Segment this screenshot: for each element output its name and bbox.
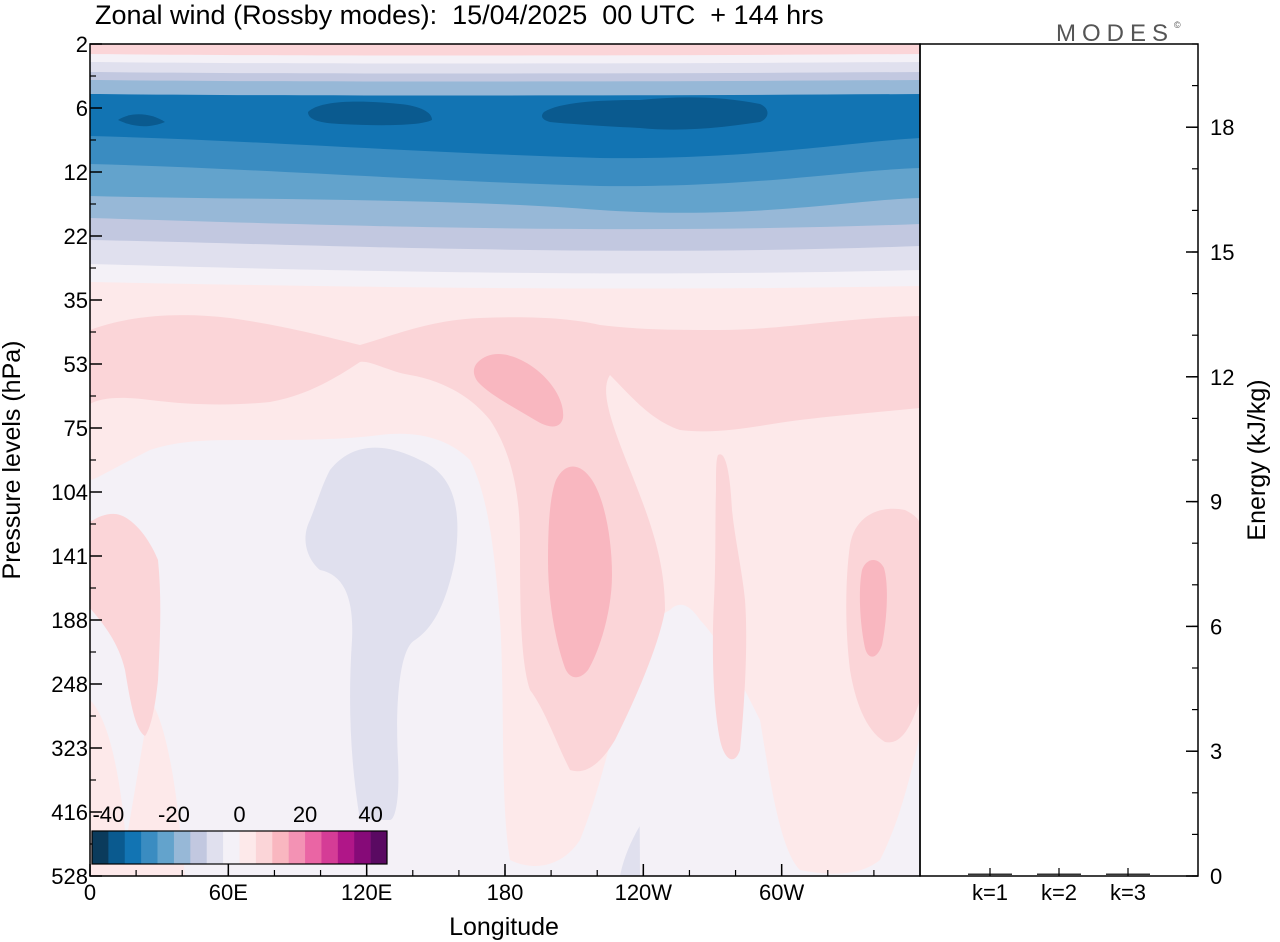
- pressure-tick-label: 6: [76, 96, 88, 121]
- colorbar-tick-label: 0: [233, 802, 245, 827]
- field-column-30w-core: [859, 559, 887, 657]
- energy-tick-label: 15: [1210, 240, 1234, 265]
- energy-bars: k=1 k=2 k=3: [968, 868, 1150, 905]
- colorbar-swatch: [92, 831, 109, 864]
- longitude-tick-label: 60E: [209, 880, 248, 905]
- pressure-axis: 2 6 12 22 35 53 75 104 141 188 248 323 416 528: [51, 32, 102, 889]
- colorbar-swatch: [321, 831, 339, 864]
- colorbar-tick-label: -20: [158, 802, 190, 827]
- pressure-tick-label: 248: [51, 672, 88, 697]
- field-band-lavender-top: [90, 60, 920, 74]
- logo-text: MODES: [1056, 20, 1175, 47]
- colorbar-swatch: [305, 831, 322, 864]
- longitude-tick-label: 120W: [615, 880, 673, 905]
- energy-category-label: k=2: [1041, 880, 1077, 905]
- energy-category-label: k=3: [1110, 880, 1146, 905]
- longitude-tick-label: 60W: [759, 880, 804, 905]
- energy-axis: 0 3 6 9 12 15 18: [1186, 43, 1234, 889]
- energy-tick-label: 9: [1210, 490, 1222, 515]
- energy-category-label: k=1: [972, 880, 1008, 905]
- modes-logo: MODES©: [1056, 20, 1181, 48]
- pressure-tick-label: 22: [64, 224, 88, 249]
- pressure-tick-label: 141: [51, 544, 88, 569]
- field-band-blue-faint-1: [90, 78, 920, 96]
- pressure-tick-label: 75: [64, 416, 88, 441]
- colorbar-swatch: [157, 831, 175, 864]
- pressure-tick-label: 323: [51, 736, 88, 761]
- colorbar-swatch: [255, 831, 273, 864]
- y-axis-title: Pressure levels (hPa): [0, 341, 26, 580]
- pressure-tick-label: 35: [64, 288, 88, 313]
- pressure-tick-label: 416: [51, 800, 88, 825]
- colorbar-swatch: [190, 831, 208, 864]
- zonal-wind-field: [90, 44, 920, 876]
- colorbar-swatch: [223, 831, 240, 864]
- field-column-85w: [712, 454, 747, 760]
- longitude-tick-label: 0: [84, 880, 96, 905]
- longitude-tick-label: 180: [487, 880, 524, 905]
- colorbar-tick-label: -40: [92, 802, 124, 827]
- longitude-tick-label: 120E: [341, 880, 392, 905]
- logo-mark: ©: [1174, 20, 1181, 30]
- colorbar-swatch: [337, 831, 355, 864]
- field-band-blue-10: [90, 194, 920, 230]
- colorbar-swatch: [272, 831, 289, 864]
- field-band-lavender: [90, 238, 920, 274]
- pressure-tick-label: 2: [76, 32, 88, 57]
- colorbar-swatch: [173, 831, 191, 864]
- colorbar-frame: [91, 830, 388, 865]
- energy-tick-label: 12: [1210, 365, 1234, 390]
- field-faint-100w: [639, 610, 700, 876]
- chart-title: Zonal wind (Rossby modes): 15/04/2025 00…: [95, 0, 824, 30]
- colorbar-swatch: [206, 831, 224, 864]
- field-band-blue-30-west: [118, 114, 165, 127]
- field-band-blue-20: [90, 134, 920, 187]
- colorbar-swatch: [370, 831, 388, 864]
- pressure-tick-label: 528: [51, 864, 88, 889]
- colorbar: -40 -20 0 20 40: [91, 802, 388, 865]
- energy-plot-frame: [919, 43, 1199, 877]
- colorbar-swatch: [124, 831, 142, 864]
- field-band-blue-30-central: [308, 101, 432, 126]
- field-band-pink-top: [90, 44, 920, 56]
- field-band-blue-15: [90, 162, 920, 213]
- energy-tick-label: 0: [1210, 864, 1222, 889]
- energy-tick-label: 18: [1210, 115, 1234, 140]
- pressure-tick-label: 188: [51, 608, 88, 633]
- colorbar-swatch: [108, 831, 126, 864]
- longitude-axis: 0 60E 120E 180 120W 60W: [84, 864, 875, 905]
- energy-tick-label: 3: [1210, 739, 1222, 764]
- pressure-tick-label: 104: [51, 480, 88, 505]
- pressure-tick-label: 12: [64, 160, 88, 185]
- field-column-160w: [548, 466, 612, 678]
- field-column-20e: [90, 513, 161, 736]
- colorbar-swatch: [288, 831, 306, 864]
- colorbar-swatch: [239, 831, 257, 864]
- field-band-5-10: [90, 315, 920, 772]
- colorbar-swatch: [141, 831, 158, 864]
- energy-axis-title: Energy (kJ/kg): [1243, 379, 1271, 540]
- field-blob-175w: [473, 354, 564, 427]
- pressure-tick-label: 53: [64, 352, 88, 377]
- x-axis-title: Longitude: [449, 913, 559, 941]
- energy-tick-label: 6: [1210, 614, 1222, 639]
- field-band-blue-30-east: [542, 97, 768, 130]
- field-band-grey-blue: [90, 216, 920, 251]
- colorbar-swatch: [354, 831, 371, 864]
- field-tongue-120e: [305, 447, 458, 820]
- colorbar-tick-label: 20: [293, 802, 317, 827]
- colorbar-tick-label: 40: [358, 802, 382, 827]
